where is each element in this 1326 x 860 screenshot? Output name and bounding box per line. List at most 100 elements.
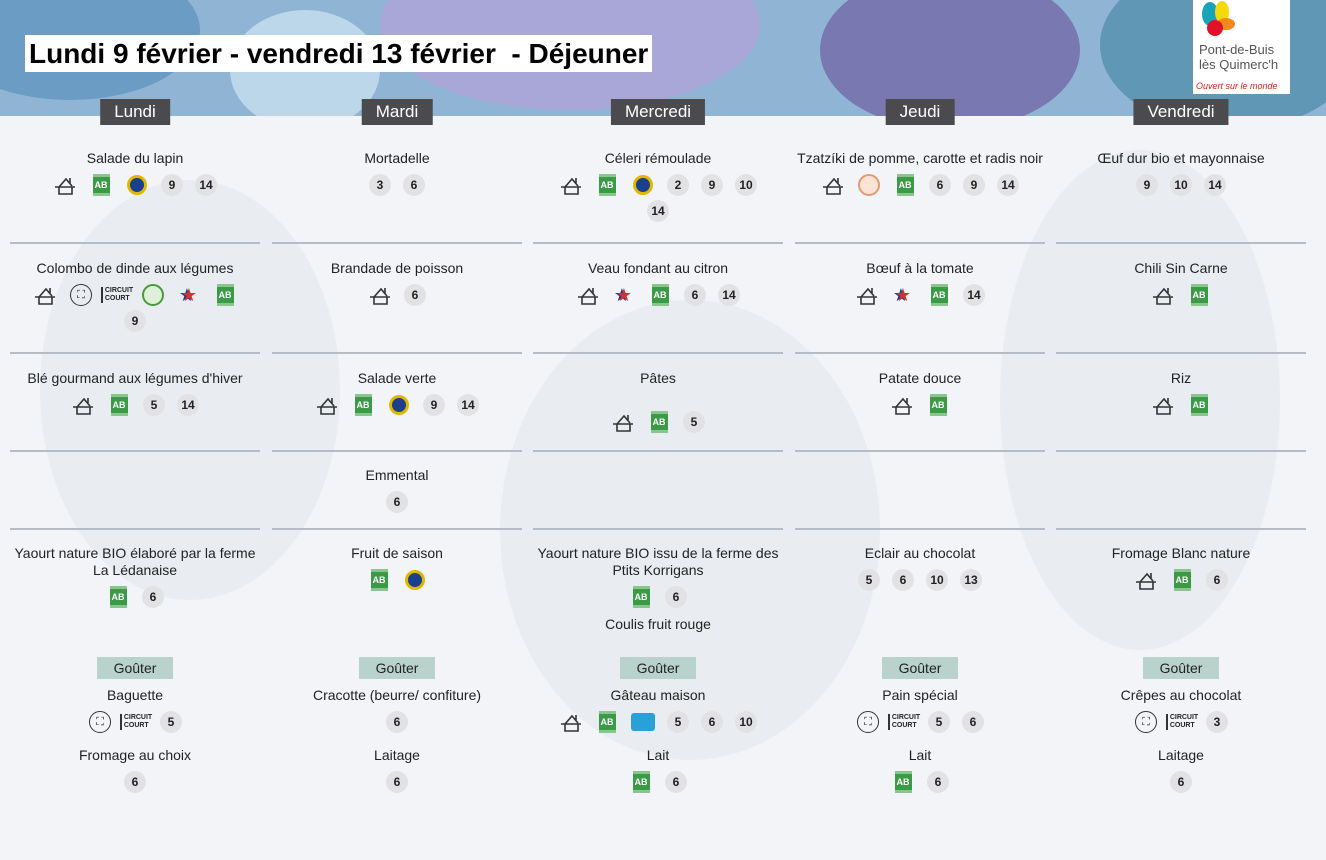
divider [1056,242,1306,244]
allergen-badge: 6 [386,491,408,513]
ab-icon: AB [367,569,391,591]
ab-mark: AB [1173,569,1191,591]
fait-maison-icon [611,411,635,433]
dish-name: Cracotte (beurre/ confiture) [312,687,482,703]
menu-course: Yaourt nature BIO élaboré par la ferme L… [10,545,260,616]
label-icons: ★ AB 14 [795,284,1045,306]
fait-maison-mark [855,284,879,306]
menu-item: Lait AB 6 [795,747,1045,793]
divider [795,242,1045,244]
fait-maison-icon [315,394,339,416]
ab-icon: AB [926,394,950,416]
ab-icon: AB [1187,284,1211,306]
ab-icon: AB [595,174,619,196]
divider [10,352,260,354]
menu-course: Colombo de dinde aux légumes ⛶ CIRCUIT COUR… [10,260,260,340]
gouter-tag: Goûter [1143,657,1219,679]
divider [533,450,783,452]
dish-name: Yaourt nature BIO issu de la ferme des P… [537,545,779,578]
label-icons: 9 10 14 [1056,174,1306,196]
allergen-badge: 14 [647,200,669,222]
ab-icon: AB [595,711,619,733]
fait-maison-mark [559,711,583,733]
ab-mark: AB [929,394,947,416]
divider [1056,352,1306,354]
dish-name: Pâtes [640,370,676,386]
ab-mark: AB [1190,394,1208,416]
fait-maison-mark [1134,569,1158,591]
dish-name: Fromage au choix [78,747,192,763]
label-icons: AB 5 14 [10,394,260,416]
dish-name: Laitage [1158,747,1204,763]
dish-name: Laitage [374,747,420,763]
ab-mark: AB [650,411,668,433]
fait-maison-icon [821,174,845,196]
dish-name: Coulis fruit rouge [605,616,711,632]
circuit-court-mark: CIRCUIT COURT [100,287,133,303]
fait-maison-icon [71,394,95,416]
day-header: Lundi [100,99,170,125]
dish-name: Lait [646,747,670,763]
allergen-badge: 13 [960,569,982,591]
label-icons: ⛶ CIRCUIT COURT 5 6 [795,711,1045,733]
allergen-badge: 6 [927,771,949,793]
circuit-court-mark: CIRCUIT COURT [1165,714,1198,730]
allergen-badge: 6 [386,771,408,793]
ab-mark: AB [632,771,650,793]
logo-petals-icon [1202,1,1235,36]
ab-mark: AB [930,284,948,306]
menu-item: Fromage au choix 6 [10,747,260,793]
label-icons: AB [1056,394,1306,416]
allergen-badge: 5 [160,711,182,733]
dish-name: Crêpes au chocolat [1120,687,1242,703]
dish-name: Emmental [365,467,429,483]
divider [272,352,522,354]
viande-francaise-icon: ★ [612,284,636,306]
circuit-court-icon: CIRCUIT COURT [100,284,133,306]
gouter-section: Goûter Pain spécial ⛶ CIRCUIT COURT 5 6 Lait AB 6 [795,657,1045,807]
igp-mark [405,570,425,590]
dish-name: Patate douce [878,370,962,386]
ab-mark: AB [370,569,388,591]
allergen-badge: 10 [735,711,757,733]
ab-mark: AB [1190,284,1208,306]
ab-icon: AB [927,284,951,306]
menu-item: Blé gourmand aux légumes d'hiver AB 5 14 [10,370,260,416]
page-title: Lundi 9 février - vendredi 13 février - … [25,35,653,72]
menu-item: Colombo de dinde aux légumes ⛶ CIRCUIT COUR… [10,260,260,332]
allergen-badge: 6 [892,569,914,591]
ab-mark: AB [651,284,669,306]
dish-name: Œuf dur bio et mayonnaise [1097,150,1265,166]
allergen-badge: 6 [403,174,425,196]
igp-mark [633,175,653,195]
menu-item: Salade du lapin AB 9 14 [10,150,260,196]
menu-course: Blé gourmand aux légumes d'hiver AB 5 14 [10,370,260,424]
fait-maison-icon [1134,569,1158,591]
gouter-tag: Goûter [620,657,696,679]
igp-icon [631,174,655,196]
label-icons: AB [1056,284,1306,306]
allergen-badge: 9 [423,394,445,416]
menu-item: Emmental 6 [272,467,522,513]
menu-course: Salade du lapin AB 9 14 [10,150,260,204]
ab-icon: AB [107,394,131,416]
menu-item: Pain spécial ⛶ CIRCUIT COURT 5 6 [795,687,1045,733]
gouter-section: Goûter Gâteau maison AB 5 6 10 Lait AB 6 [533,657,783,807]
fait-maison-mark [611,411,635,433]
divider [533,528,783,530]
menu-item: Fruit de saison AB [272,545,522,591]
menu-item: Baguette ⛶ CIRCUIT COURT 5 [10,687,260,733]
fait-maison-icon [576,284,600,306]
ab-icon: AB [89,174,113,196]
menu-item: Pâtes AB 5 [533,370,783,433]
fait-maison-icon [1151,284,1175,306]
menu-item: Crêpes au chocolat ⛶ CIRCUIT COURT 3 [1056,687,1306,733]
allergen-badge: 9 [124,310,146,332]
divider [10,242,260,244]
gouter-section: Goûter Cracotte (beurre/ confiture) 6 Laita… [272,657,522,807]
allergen-badge: 14 [1204,174,1226,196]
menu-item: Eclair au chocolat 5 6 10 13 [795,545,1045,591]
ab-icon: AB [629,771,653,793]
allergen-badge: 5 [683,411,705,433]
dish-name: Salade du lapin [86,150,184,166]
